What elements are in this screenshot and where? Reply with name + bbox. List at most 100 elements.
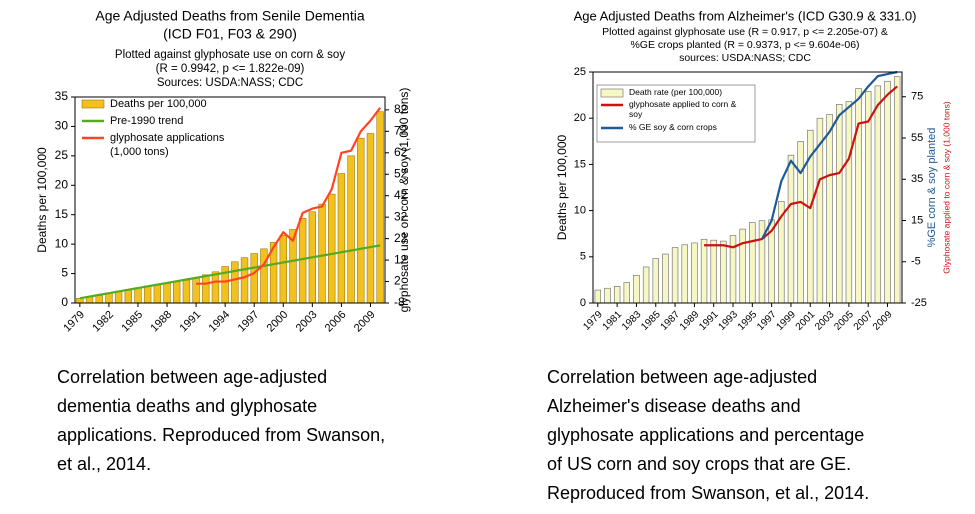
- y2-axis-title: Glyphosate applied to corn & soy (1,000 …: [941, 101, 951, 274]
- bar: [642, 266, 650, 304]
- bar: [826, 114, 833, 304]
- y-tick-label: 0: [580, 297, 586, 309]
- legend-swatch: [81, 99, 105, 109]
- bar: [347, 155, 355, 304]
- chart-subtitle: (R = 0.9942, p <= 1.822e-09): [156, 63, 305, 75]
- bar: [836, 104, 843, 304]
- bar: [710, 239, 717, 304]
- text-line: Death rate (per 100,000): [629, 87, 722, 97]
- bar: [202, 274, 210, 304]
- bar: [95, 295, 103, 304]
- bar: [594, 289, 602, 304]
- bar: [652, 258, 659, 304]
- bar: [318, 203, 326, 304]
- text-line: glyphosate applications: [110, 132, 225, 144]
- legend-box: [596, 84, 756, 143]
- bar: [671, 247, 679, 304]
- bar: [691, 242, 698, 304]
- y-tick-label: 25: [574, 66, 586, 78]
- chart-subtitle: %GE crops planted (R = 0.9373, p <= 9.60…: [630, 39, 859, 51]
- y2-tick-label: 55: [911, 132, 923, 144]
- bar: [163, 283, 171, 304]
- bar: [376, 111, 384, 304]
- bar: [298, 217, 307, 304]
- y-tick-label: 10: [55, 236, 69, 250]
- bar: [845, 101, 853, 304]
- bar: [604, 287, 611, 304]
- bar: [279, 235, 287, 304]
- text-line: soy: [629, 109, 643, 119]
- y-tick-label: 10: [574, 205, 586, 217]
- bar: [366, 133, 375, 304]
- y2-tick-label: 12: [394, 252, 408, 266]
- plot-frame: [592, 71, 903, 304]
- bar: [250, 253, 258, 304]
- y2-tick-label: 32: [394, 209, 408, 223]
- legend-label: glyphosate applied to corn & soy: [629, 99, 737, 119]
- text-line: Pre-1990 trend: [110, 115, 183, 127]
- bar: [681, 244, 688, 304]
- bar: [613, 286, 621, 304]
- chart-title: Age Adjusted Deaths from Alzheimer's (IC…: [574, 8, 917, 23]
- y2-tick-label: 72: [394, 124, 408, 138]
- plot-frame: [74, 96, 386, 304]
- y2-tick-label: 22: [394, 231, 408, 245]
- y2-tick-label: 75: [911, 91, 923, 103]
- legend-label: % GE soy & corn crops: [629, 122, 717, 132]
- y-tick-label: 5: [580, 251, 586, 263]
- y2-axis-title: %GE corn & soy planted: [926, 128, 938, 248]
- bar: [76, 297, 84, 304]
- bar: [328, 193, 336, 304]
- bar: [884, 80, 891, 304]
- chart-subtitle: Plotted against glyphosate use on corn &…: [115, 49, 345, 61]
- bar: [337, 173, 346, 304]
- y-tick-label: 0: [61, 295, 68, 309]
- y2-tick-label: 15: [911, 214, 923, 226]
- y-axis-title: Deaths per 100,000: [35, 147, 49, 253]
- bar: [865, 91, 872, 304]
- legend-label: glyphosate applications (1,000 tons): [110, 132, 225, 158]
- bar: [623, 282, 630, 304]
- text-line: glyphosate applied to corn &: [629, 99, 737, 109]
- caption-line: dementia deaths and glyphosate: [57, 396, 317, 416]
- y2-tick-label: -8: [394, 295, 405, 309]
- y2-tick-label: 52: [394, 166, 408, 180]
- bar: [134, 287, 142, 304]
- line-series: [196, 107, 382, 285]
- bar: [662, 253, 669, 304]
- text-line: % GE soy & corn crops: [629, 122, 717, 132]
- bar: [749, 222, 756, 304]
- caption-line: of US corn and soy crops that are GE.: [547, 454, 851, 474]
- bar: [720, 240, 727, 304]
- y2-tick-label: 82: [394, 102, 408, 116]
- line-series: [761, 70, 898, 240]
- bar: [173, 281, 181, 304]
- chart-title: (ICD F01, F03 & 290): [163, 26, 297, 42]
- chart-subtitle: sources: USDA:NASS; CDC: [679, 52, 811, 64]
- y-tick-label: 30: [55, 119, 69, 133]
- text-line: Deaths per 100,000: [110, 98, 207, 110]
- bar: [192, 277, 200, 304]
- legend-label: Deaths per 100,000: [110, 98, 207, 110]
- bar: [124, 289, 132, 304]
- y2-tick-label: 35: [911, 173, 923, 185]
- legend-swatch: [600, 88, 624, 98]
- y-tick-label: 25: [55, 148, 69, 162]
- y2-tick-label: 2: [394, 274, 401, 288]
- bar: [893, 76, 901, 304]
- y-tick-label: 5: [61, 266, 68, 280]
- y2-axis-title: glyphosate use on corn & soy (1,000 tons…: [397, 88, 411, 313]
- caption-line: applications. Reproduced from Swanson,: [57, 425, 385, 445]
- legend-label: Pre-1990 trend: [110, 115, 183, 127]
- y-tick-label: 20: [574, 112, 586, 124]
- bar: [143, 285, 152, 304]
- bar: [633, 274, 640, 304]
- y2-tick-label: -25: [911, 297, 927, 309]
- y-axis-title: Deaths per 100,000: [555, 134, 569, 240]
- chart-subtitle: Sources: USDA:NASS; CDC: [157, 77, 303, 89]
- bar: [700, 238, 708, 304]
- y-tick-label: 35: [55, 89, 69, 103]
- caption-line: Alzheimer's disease deaths and: [547, 396, 801, 416]
